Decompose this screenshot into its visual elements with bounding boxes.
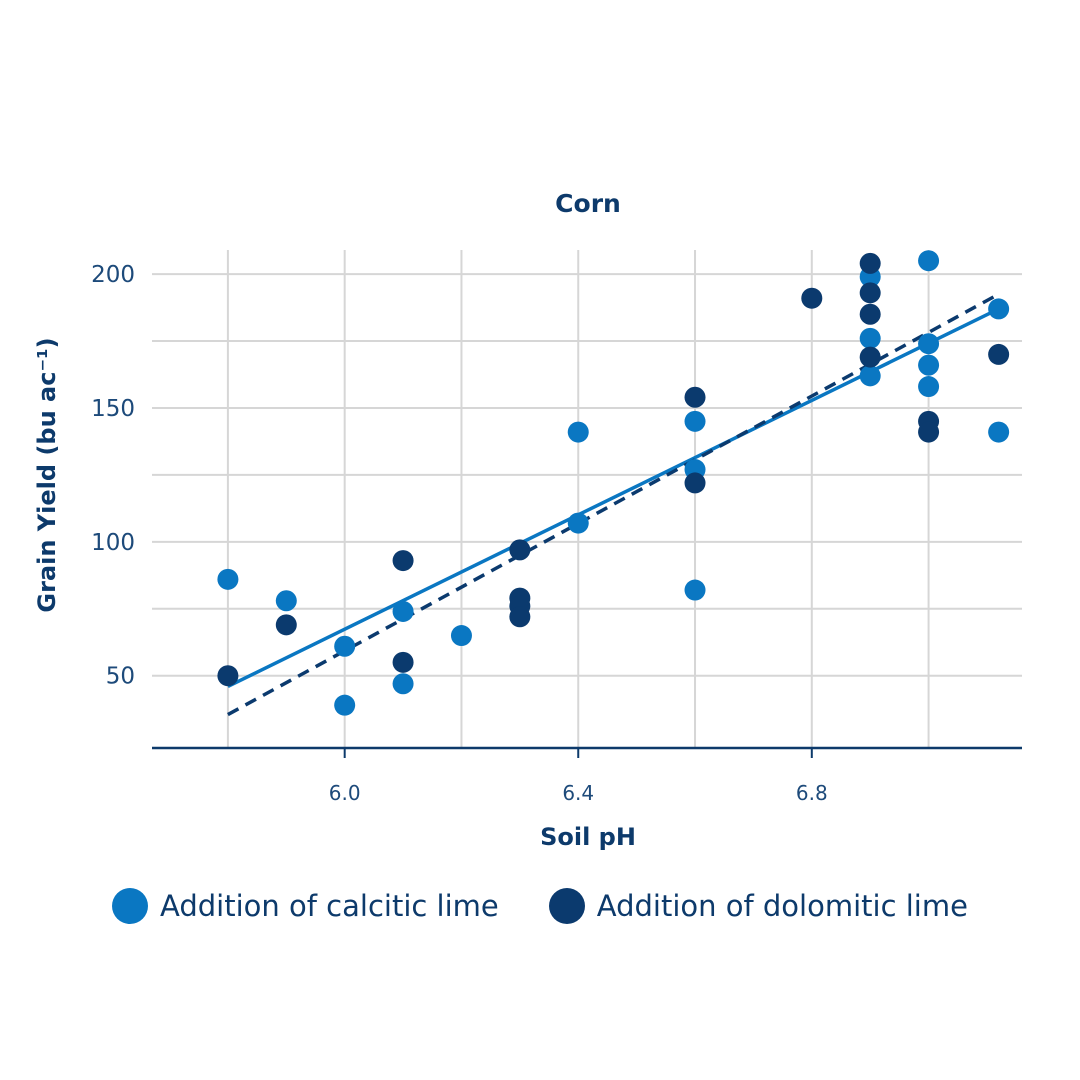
data-point-calcitic xyxy=(334,694,356,716)
legend-item-dolomitic: Addition of dolomitic lime xyxy=(548,888,968,924)
data-point-calcitic xyxy=(392,600,414,622)
legend-swatch-calcitic xyxy=(112,888,149,924)
y-tick-label: 100 xyxy=(91,530,135,556)
data-point-dolomitic xyxy=(988,343,1010,365)
data-point-calcitic xyxy=(918,376,940,398)
y-tick-label: 200 xyxy=(91,262,135,288)
data-point-dolomitic xyxy=(217,665,239,687)
data-point-calcitic xyxy=(859,365,881,387)
data-point-calcitic xyxy=(450,625,472,647)
data-point-dolomitic xyxy=(859,282,881,304)
data-point-calcitic xyxy=(918,354,940,376)
legend-label-calcitic: Addition of calcitic lime xyxy=(160,889,499,923)
legend-label-dolomitic: Addition of dolomitic lime xyxy=(596,889,968,923)
x-tick-label: 6.4 xyxy=(562,781,594,805)
y-tick-label: 50 xyxy=(106,664,135,690)
data-point-dolomitic xyxy=(801,287,823,309)
grid xyxy=(152,250,1022,748)
trendline-calcitic xyxy=(227,307,1000,688)
data-point-calcitic xyxy=(567,512,589,534)
data-point-dolomitic xyxy=(509,539,531,561)
data-point-dolomitic xyxy=(275,614,297,636)
x-tick-label: 6.8 xyxy=(796,781,828,805)
y-tick-label: 150 xyxy=(91,396,135,422)
data-point-dolomitic xyxy=(684,472,706,494)
data-point-calcitic xyxy=(988,298,1010,320)
x-tick-label: 6.0 xyxy=(329,781,361,805)
y-axis-label: Grain Yield (bu ac⁻¹) xyxy=(33,337,61,612)
chart-title: Corn xyxy=(555,189,621,218)
data-point-dolomitic xyxy=(918,421,940,443)
data-point-calcitic xyxy=(567,421,589,443)
data-point-dolomitic xyxy=(859,252,881,274)
data-point-calcitic xyxy=(684,410,706,432)
data-point-dolomitic xyxy=(859,303,881,325)
data-point-calcitic xyxy=(918,333,940,355)
data-point-calcitic xyxy=(684,579,706,601)
data-point-dolomitic xyxy=(509,606,531,628)
data-point-dolomitic xyxy=(684,386,706,408)
data-point-calcitic xyxy=(275,590,297,612)
legend-swatch-dolomitic xyxy=(548,888,585,924)
data-point-calcitic xyxy=(334,635,356,657)
data-point-dolomitic xyxy=(392,550,414,572)
data-point-calcitic xyxy=(859,327,881,349)
data-point-calcitic xyxy=(392,673,414,695)
data-point-calcitic xyxy=(217,568,239,590)
axes: 6.0 6.4 6.8 50 100 150 200 xyxy=(91,262,1022,805)
data-points xyxy=(217,250,1010,716)
legend-item-calcitic: Addition of calcitic lime xyxy=(112,888,499,924)
data-point-dolomitic xyxy=(859,346,881,368)
data-point-dolomitic xyxy=(392,651,414,673)
legend: Addition of calcitic lime Addition of do… xyxy=(0,888,1080,924)
data-point-calcitic xyxy=(988,421,1010,443)
data-point-calcitic xyxy=(918,250,940,272)
x-axis-label: Soil pH xyxy=(540,823,636,851)
